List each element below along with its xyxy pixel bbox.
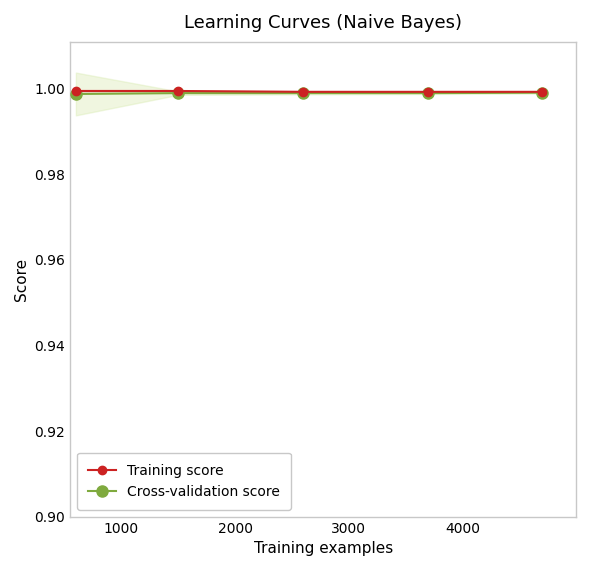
Cross-validation score: [425, 89, 432, 96]
Cross-validation score: [539, 89, 546, 96]
Y-axis label: Score: Score: [14, 258, 29, 301]
Training score: [73, 88, 80, 95]
Cross-validation score: [175, 89, 182, 96]
Title: Learning Curves (Naive Bayes): Learning Curves (Naive Bayes): [184, 14, 462, 32]
Legend: Training score, Cross-validation score: Training score, Cross-validation score: [77, 453, 291, 510]
Training score: [175, 88, 182, 95]
Line: Cross-validation score: Cross-validation score: [70, 87, 548, 100]
Training score: [300, 88, 307, 95]
Line: Training score: Training score: [72, 87, 546, 96]
Cross-validation score: [300, 89, 307, 96]
Cross-validation score: [73, 91, 80, 97]
X-axis label: Training examples: Training examples: [254, 541, 393, 556]
Training score: [539, 88, 546, 95]
Training score: [425, 88, 432, 95]
